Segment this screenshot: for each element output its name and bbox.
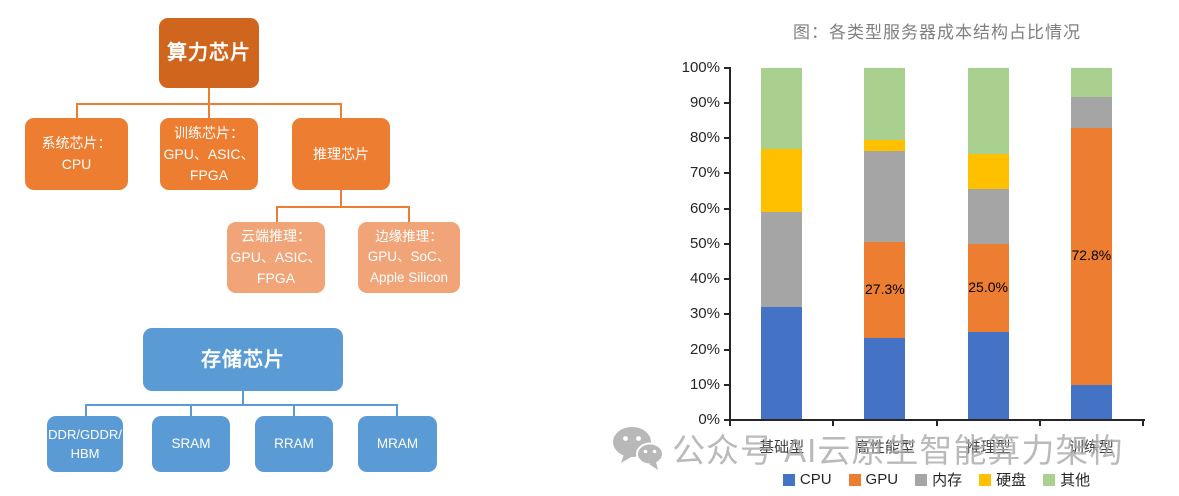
legend-item-内存: 内存 bbox=[915, 469, 962, 490]
bar-segment-内存-推理型 bbox=[967, 189, 1009, 244]
node-ddr: DDR/GDDR/ HBM bbox=[47, 416, 123, 472]
connector bbox=[242, 391, 244, 404]
legend-item-其他: 其他 bbox=[1043, 469, 1090, 490]
bar-segment-CPU-基础型 bbox=[761, 307, 803, 420]
legend-item-硬盘: 硬盘 bbox=[979, 469, 1026, 490]
bar-segment-硬盘-推理型 bbox=[967, 153, 1009, 190]
node-cloud-inference: 云端推理： GPU、ASIC、 FPGA bbox=[227, 222, 325, 293]
bar-segment-其他-高性能型 bbox=[864, 67, 906, 141]
x-tick-mark bbox=[832, 420, 835, 426]
x-tick-mark bbox=[935, 420, 938, 426]
y-tick-label: 30% bbox=[689, 305, 720, 323]
y-tick-mark bbox=[724, 348, 730, 351]
y-tick-label: 100% bbox=[681, 58, 720, 76]
bar-segment-硬盘-高性能型 bbox=[864, 140, 906, 151]
legend-label: CPU bbox=[799, 471, 832, 488]
x-tick-mark bbox=[1038, 420, 1041, 426]
legend-swatch bbox=[979, 473, 992, 486]
legend-item-GPU: GPU bbox=[848, 471, 899, 488]
node-sram: SRAM bbox=[152, 416, 230, 472]
x-tick-mark bbox=[1142, 420, 1144, 426]
bar-segment-CPU-训练型 bbox=[1070, 384, 1112, 420]
bar-segment-其他-训练型 bbox=[1070, 67, 1112, 98]
legend-swatch bbox=[848, 473, 861, 486]
y-tick-mark bbox=[724, 313, 730, 316]
connector bbox=[208, 88, 210, 104]
connector bbox=[208, 103, 210, 118]
legend-item-CPU: CPU bbox=[782, 471, 832, 488]
connector bbox=[85, 404, 398, 406]
y-tick-label: 10% bbox=[689, 375, 720, 393]
node-system-chip: 系统芯片： CPU bbox=[25, 118, 128, 190]
y-tick-mark bbox=[724, 242, 730, 245]
data-label: 72.8% bbox=[1071, 247, 1112, 264]
legend-swatch bbox=[1043, 473, 1056, 486]
bar-segment-内存-训练型 bbox=[1070, 97, 1112, 129]
y-tick-label: 40% bbox=[689, 270, 720, 287]
node-rram: RRAM bbox=[255, 416, 333, 472]
bar-segment-GPU-高性能型 bbox=[864, 241, 906, 338]
connector bbox=[190, 404, 192, 416]
bar-segment-内存-高性能型 bbox=[864, 150, 906, 242]
y-tick-label: 0% bbox=[698, 411, 720, 428]
legend-swatch bbox=[915, 473, 928, 486]
connector bbox=[408, 206, 410, 222]
y-tick-label: 70% bbox=[689, 164, 720, 182]
data-label: 27.3% bbox=[865, 280, 905, 297]
category-label: 推理型 bbox=[965, 439, 1011, 456]
connector bbox=[76, 103, 78, 118]
y-tick-label: 60% bbox=[689, 199, 720, 217]
y-tick-label: 80% bbox=[689, 129, 720, 146]
bar-segment-其他-基础型 bbox=[761, 67, 803, 149]
wechat-icon bbox=[613, 427, 664, 470]
y-tick-mark bbox=[724, 137, 730, 139]
category-label: 训练型 bbox=[1068, 439, 1114, 456]
y-tick-label: 90% bbox=[689, 93, 720, 111]
bar-segment-GPU-推理型 bbox=[967, 243, 1009, 332]
node-training-chip: 训练芯片： GPU、ASIC、 FPGA bbox=[160, 118, 258, 190]
legend-swatch bbox=[782, 473, 795, 486]
chart-legend: CPU GPU 内存 硬盘 其他 bbox=[730, 469, 1143, 490]
category-label: 高性能型 bbox=[854, 439, 915, 456]
legend-label: 内存 bbox=[932, 472, 963, 489]
node-inference-chip: 推理芯片 bbox=[292, 118, 390, 190]
node-storage-root: 存储芯片 bbox=[143, 328, 343, 391]
y-tick-mark bbox=[724, 383, 730, 386]
connector bbox=[276, 206, 278, 222]
bar-segment-CPU-推理型 bbox=[967, 331, 1009, 420]
connector bbox=[276, 206, 409, 208]
y-tick-mark bbox=[724, 207, 730, 210]
node-edge-inference: 边缘推理： GPU、SoC、 Apple Silicon bbox=[358, 222, 460, 293]
y-tick-mark bbox=[724, 66, 730, 69]
x-axis-line bbox=[729, 419, 1145, 421]
y-tick-label: 50% bbox=[689, 234, 720, 252]
y-tick-mark bbox=[724, 278, 730, 280]
bar-segment-GPU-训练型 bbox=[1070, 128, 1112, 385]
legend-label: GPU bbox=[865, 471, 899, 488]
connector bbox=[340, 190, 342, 206]
y-tick-mark bbox=[724, 101, 730, 104]
node-mram: MRAM bbox=[358, 416, 437, 472]
bar-segment-内存-基础型 bbox=[761, 212, 803, 308]
connector bbox=[293, 404, 295, 416]
chart-title: 图：各类型服务器成本结构占比情况 bbox=[793, 23, 1081, 42]
y-tick-mark bbox=[724, 419, 730, 421]
y-tick-mark bbox=[724, 172, 730, 175]
y-tick-label: 20% bbox=[689, 340, 720, 358]
category-label: 基础型 bbox=[759, 439, 805, 456]
node-compute-root: 算力芯片 bbox=[159, 18, 259, 88]
x-tick-mark bbox=[729, 420, 731, 426]
data-label: 25.0% bbox=[968, 278, 1008, 295]
legend-label: 其他 bbox=[1060, 472, 1091, 489]
bar-segment-硬盘-基础型 bbox=[761, 148, 803, 212]
bar-segment-CPU-高性能型 bbox=[864, 337, 906, 420]
bar-segment-其他-推理型 bbox=[967, 67, 1009, 154]
connector bbox=[396, 404, 398, 416]
legend-label: 硬盘 bbox=[996, 472, 1027, 489]
y-axis-line bbox=[729, 67, 731, 421]
connector bbox=[85, 404, 87, 416]
connector bbox=[340, 103, 342, 118]
